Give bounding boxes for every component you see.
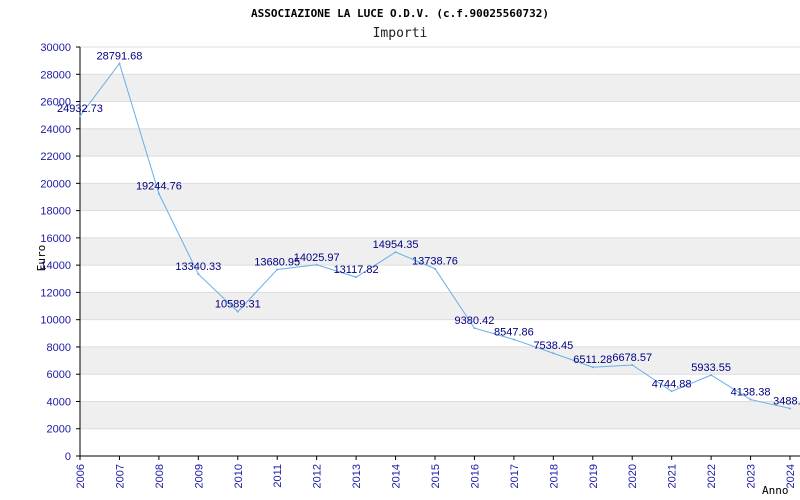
y-tick-label: 14000	[40, 260, 71, 272]
data-label: 7538.45	[533, 340, 573, 352]
data-point	[157, 192, 160, 195]
grid-bands	[80, 46, 800, 457]
x-axis-ticks: 2006 2007 2008 2009 2010 2011 2012 2013 2014 2015…	[75, 456, 797, 488]
data-label: 9380.42	[455, 315, 495, 327]
y-axis-label: Euro	[35, 245, 48, 272]
data-point	[118, 62, 121, 65]
grid-band	[80, 128, 800, 157]
data-label: 13117.82	[334, 264, 379, 276]
grid-band	[80, 183, 800, 211]
data-point	[197, 273, 200, 276]
data-label: 6678.57	[612, 352, 652, 364]
data-point	[473, 327, 476, 330]
data-label: 10589.31	[215, 299, 261, 311]
x-tick-label: 2020	[627, 464, 639, 488]
y-tick-label: 26000	[40, 97, 71, 109]
data-point	[749, 398, 752, 401]
y-tick-label: 30000	[40, 42, 71, 54]
grid-band	[80, 346, 800, 375]
data-label: 13738.76	[412, 256, 458, 268]
data-label: 4138.38	[731, 387, 771, 399]
y-tick-label: 16000	[40, 233, 71, 245]
y-tick-label: 28000	[40, 69, 71, 81]
x-tick-label: 2007	[114, 464, 126, 488]
x-tick-label: 2022	[706, 464, 718, 488]
x-tick-label: 2015	[430, 464, 442, 488]
grid-band	[80, 401, 800, 429]
data-label: 14025.97	[294, 252, 340, 264]
y-axis-ticks: 0 2000 4000 6000 8000 10000 12000 14000 16000 180…	[40, 42, 80, 463]
data-point	[276, 268, 279, 271]
y-tick-label: 10000	[40, 315, 71, 327]
x-tick-label: 2009	[193, 464, 205, 488]
x-tick-label: 2021	[667, 464, 679, 488]
data-point	[591, 366, 594, 369]
data-label: 8547.86	[494, 326, 534, 338]
data-label: 24932.73	[57, 103, 103, 115]
y-tick-label: 2000	[47, 424, 71, 436]
grid-band	[80, 74, 800, 102]
data-point	[236, 310, 239, 313]
x-tick-label: 2016	[469, 464, 481, 488]
data-label: 3488.4	[773, 395, 800, 407]
y-tick-label: 20000	[40, 178, 71, 190]
data-label: 19244.76	[136, 181, 182, 193]
x-tick-label: 2019	[588, 464, 600, 488]
grid-band	[80, 237, 800, 266]
data-point	[434, 267, 436, 270]
x-axis-label: Anno	[762, 484, 789, 497]
chart-title: ASSOCIAZIONE LA LUCE O.D.V. (c.f.9002556…	[251, 7, 549, 20]
data-point	[394, 251, 397, 254]
data-label: 4744.88	[652, 378, 692, 390]
x-tick-label: 2010	[233, 464, 245, 488]
data-point	[552, 352, 555, 355]
y-tick-label: 0	[65, 451, 71, 463]
data-labels: 24932.73 28791.68 19244.76 13340.33 10589.31…	[57, 50, 800, 410]
x-tick-label: 2014	[391, 464, 403, 488]
y-tick-label: 4000	[47, 396, 71, 408]
data-label: 5933.55	[691, 362, 731, 374]
data-point	[670, 390, 673, 393]
x-tick-label: 2024	[785, 464, 797, 488]
x-tick-label: 2011	[272, 464, 284, 488]
data-point	[631, 363, 634, 366]
y-tick-label: 24000	[40, 124, 71, 136]
data-label: 14954.35	[373, 239, 419, 251]
data-point	[512, 338, 515, 341]
data-point	[355, 276, 358, 279]
x-tick-label: 2012	[312, 464, 324, 488]
y-tick-label: 12000	[40, 287, 71, 299]
data-label: 28791.68	[96, 50, 142, 62]
x-tick-label: 2023	[746, 464, 758, 488]
y-tick-label: 8000	[47, 342, 71, 354]
x-tick-label: 2018	[548, 464, 560, 488]
data-label: 13340.33	[175, 261, 221, 273]
grid-band	[80, 292, 800, 320]
y-tick-label: 6000	[47, 369, 71, 381]
x-tick-label: 2013	[351, 464, 363, 488]
chart-subtitle: Importi	[373, 26, 428, 41]
data-point	[315, 263, 318, 266]
x-tick-label: 2017	[509, 464, 521, 488]
data-label: 6511.28	[573, 354, 612, 366]
x-tick-label: 2008	[154, 464, 166, 488]
x-tick-label: 2006	[75, 464, 87, 488]
data-point	[710, 374, 713, 377]
data-point	[789, 407, 791, 410]
y-tick-label: 22000	[40, 151, 71, 163]
data-label: 13680.95	[254, 256, 300, 268]
data-point	[79, 115, 81, 118]
y-tick-label: 18000	[40, 206, 71, 218]
